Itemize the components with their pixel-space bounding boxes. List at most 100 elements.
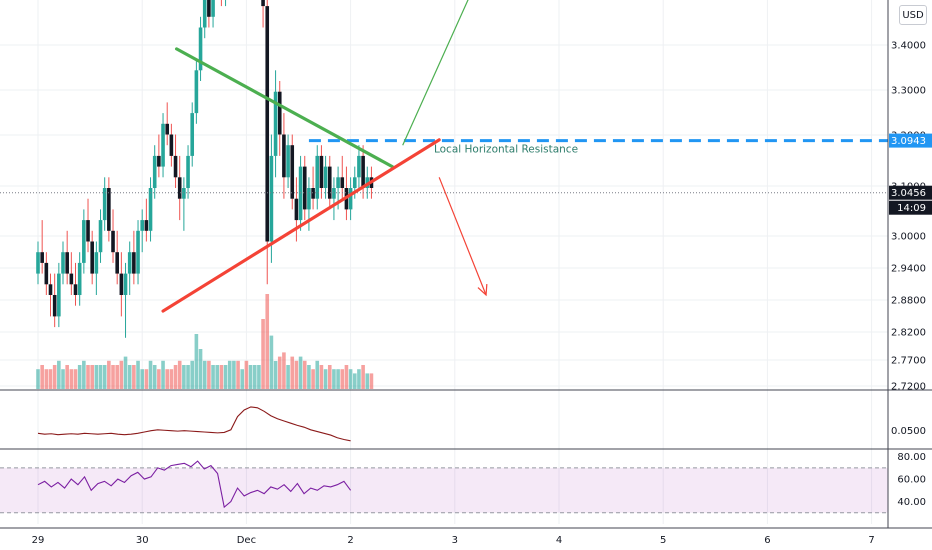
volume-bar — [332, 369, 336, 389]
volume-bar — [40, 365, 44, 389]
candle-body[interactable] — [332, 188, 336, 199]
candle-body[interactable] — [307, 188, 311, 210]
candle-body[interactable] — [140, 220, 144, 231]
candle-body[interactable] — [348, 188, 353, 210]
candle-body[interactable] — [52, 295, 57, 317]
candle-body[interactable] — [82, 220, 86, 263]
volume-bar — [219, 365, 224, 389]
candle-body[interactable] — [157, 155, 161, 167]
x-tick-label: Dec — [237, 535, 256, 546]
candle-body[interactable] — [123, 273, 128, 295]
candle-body[interactable] — [182, 188, 186, 199]
volume-bar — [236, 360, 240, 389]
volume-bar — [252, 365, 257, 389]
candle-body[interactable] — [273, 91, 278, 156]
x-tick-label: 2 — [347, 535, 353, 546]
volume-bar — [277, 356, 282, 389]
candle-body[interactable] — [340, 177, 345, 188]
up-scenario-arrow[interactable] — [402, 0, 497, 146]
candle-body[interactable] — [69, 273, 74, 285]
volume-bar — [261, 319, 265, 389]
candle-body[interactable] — [86, 220, 90, 242]
volume-bar — [190, 360, 195, 389]
volume-bar — [223, 365, 228, 389]
volume-bar — [315, 360, 320, 389]
candle-body[interactable] — [190, 113, 195, 156]
candle-body[interactable] — [61, 252, 65, 274]
candle-body[interactable] — [119, 273, 124, 295]
candle-body[interactable] — [327, 166, 332, 199]
candle-body[interactable] — [98, 220, 103, 253]
candle-body[interactable] — [65, 252, 69, 274]
candle-body[interactable] — [198, 27, 203, 71]
candle-body[interactable] — [269, 155, 274, 242]
candle-body[interactable] — [94, 252, 99, 274]
volume-bar — [73, 369, 78, 389]
candle-body[interactable] — [144, 220, 149, 231]
candle-body[interactable] — [323, 166, 328, 188]
candle-body[interactable] — [357, 155, 361, 178]
triangle-lower-trendline[interactable] — [161, 138, 441, 313]
candle-body[interactable] — [148, 188, 153, 231]
candle-body[interactable] — [40, 252, 44, 263]
price-tick-label: 3.4000 — [891, 41, 926, 52]
candle-body[interactable] — [136, 230, 140, 274]
candle-body[interactable] — [115, 252, 119, 274]
candle-body[interactable] — [132, 252, 136, 274]
candle-body[interactable] — [177, 177, 182, 199]
candle-body[interactable] — [57, 273, 61, 317]
oscillator-tick-label: 0.0500 — [891, 426, 926, 437]
triangle-upper-trendline[interactable] — [174, 47, 394, 169]
volume-bar — [86, 365, 90, 389]
candle-body[interactable] — [352, 177, 357, 188]
candle-body[interactable] — [302, 166, 307, 210]
candle-body[interactable] — [194, 70, 199, 114]
candle-body[interactable] — [261, 0, 265, 7]
candle-body[interactable] — [186, 155, 190, 188]
candle-body[interactable] — [290, 145, 295, 199]
candle-body[interactable] — [173, 155, 178, 178]
candle-body[interactable] — [152, 155, 157, 188]
candle-body[interactable] — [111, 230, 115, 253]
candle-body[interactable] — [77, 262, 82, 295]
candle-body[interactable] — [161, 123, 165, 167]
candle-body[interactable] — [298, 166, 303, 221]
candle-body[interactable] — [311, 188, 315, 199]
volume-bar — [165, 369, 170, 389]
volume-bar — [198, 349, 203, 389]
volume-bar — [232, 360, 236, 389]
currency-button[interactable]: USD — [899, 5, 927, 25]
candle-body[interactable] — [48, 284, 53, 295]
candle-body[interactable] — [277, 91, 282, 135]
candle-body[interactable] — [73, 284, 78, 295]
candle-body[interactable] — [90, 241, 94, 274]
candle-body[interactable] — [165, 123, 170, 135]
volume-bar — [248, 365, 253, 389]
candle-body[interactable] — [44, 262, 49, 285]
candle-body[interactable] — [202, 0, 207, 28]
candle-body[interactable] — [102, 188, 107, 221]
candle-body[interactable] — [282, 134, 286, 178]
last-price-label-bg — [889, 185, 932, 200]
candle-body[interactable] — [315, 155, 320, 199]
candle-body[interactable] — [286, 145, 290, 178]
candle-body[interactable] — [36, 252, 40, 274]
candle-body[interactable] — [107, 188, 111, 231]
candle-body[interactable] — [319, 155, 324, 188]
resistance-label: Local Horizontal Resistance — [434, 144, 578, 156]
candle-body[interactable] — [211, 0, 215, 17]
candle-body[interactable] — [127, 252, 132, 274]
down-scenario-arrow[interactable] — [438, 177, 487, 296]
candle-body[interactable] — [336, 177, 340, 188]
candle-body[interactable] — [265, 6, 270, 242]
candle-body[interactable] — [169, 134, 174, 156]
candle-body[interactable] — [207, 0, 211, 17]
volume-bar — [148, 360, 153, 389]
x-tick-label: 4 — [556, 535, 562, 546]
candle-body[interactable] — [361, 155, 365, 188]
volume-bar — [286, 365, 290, 389]
volume-bar — [102, 365, 107, 389]
candle-body[interactable] — [294, 198, 299, 221]
